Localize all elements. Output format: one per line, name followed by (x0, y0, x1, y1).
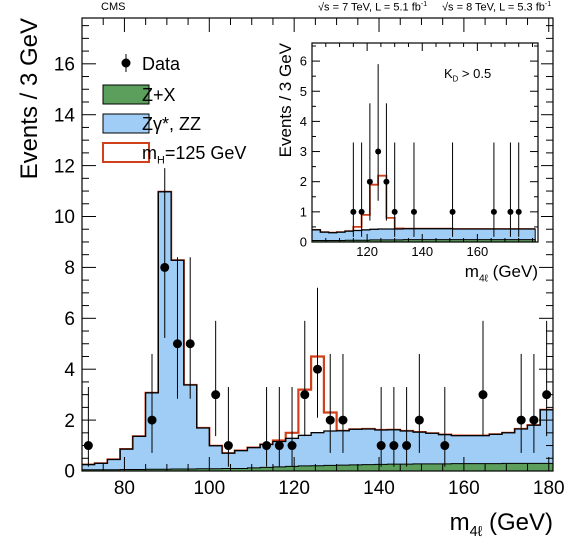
legend-zz-swatch (102, 113, 150, 134)
main-data-point (338, 415, 348, 425)
main-y-tick-label: 14 (54, 105, 76, 126)
main-x-tick-label: 120 (278, 478, 310, 499)
main-frame (81, 17, 554, 472)
inset-plot-area (312, 64, 536, 242)
legend-zx-label: Z+X (142, 85, 176, 105)
inset-y-tick-label: 1 (300, 204, 307, 219)
inset-data-point (449, 208, 456, 215)
main-x-tick-label: 180 (533, 478, 565, 499)
inset-data-point (375, 148, 382, 155)
main-data-point (440, 441, 450, 451)
main-data-point (313, 364, 322, 374)
main-x-axis-title: m4ℓ (GeV) (450, 509, 553, 540)
main-data-point (414, 415, 424, 425)
main-y-tick-label: 12 (54, 156, 75, 177)
inset-x-axis-title: m4ℓ (GeV) (465, 262, 538, 284)
inset-frame (311, 42, 539, 243)
legend-higgs-swatch (102, 142, 150, 163)
inset-data-point (515, 208, 522, 215)
inset-data-point (350, 208, 357, 215)
experiment-label: CMS (101, 1, 126, 13)
run1-exponent: -1 (420, 1, 428, 8)
main-data-point (185, 339, 195, 349)
main-data-point (274, 441, 284, 451)
inset-y-tick-label: 2 (300, 174, 307, 189)
main-y-tick-label: 2 (64, 411, 75, 432)
main-data-point (402, 441, 412, 451)
inset-y-axis-title: Events / 3 GeV (276, 42, 295, 157)
main-data-point (223, 441, 233, 451)
main-y-tick-label: 10 (54, 207, 75, 228)
inset-y-tick-label: 0 (300, 235, 307, 250)
run2-energy: √s = 8 TeV, L = 5.3 fb (442, 1, 545, 14)
run1-label: √s = 7 TeV, L = 5.1 fb-1 (318, 1, 427, 14)
inset-zz-outline (312, 228, 536, 234)
main-data-point (478, 390, 488, 400)
inset-data-point (366, 178, 373, 185)
inset-data-point (507, 208, 514, 215)
main-data-point (287, 441, 297, 451)
main-y-tick-label: 8 (64, 258, 75, 279)
main-x-tick-label: 140 (363, 478, 395, 499)
main-x-tick-label: 100 (193, 478, 225, 499)
main-data-point (389, 441, 399, 451)
inset-x-tick-label: 140 (411, 244, 433, 259)
main-data-point (325, 415, 335, 425)
main-data-point (160, 262, 170, 272)
main-data-point (300, 390, 310, 400)
inset-kd-annotation: KD > 0.5 (444, 66, 491, 83)
inset-x-tick-label: 160 (467, 244, 489, 259)
main-y-tick-label: 16 (54, 54, 75, 75)
main-x-tick-label: 160 (448, 478, 480, 499)
legend-zx-swatch (102, 84, 150, 105)
main-data-point (147, 415, 157, 425)
legend-data-marker (121, 58, 131, 68)
main-plot-area (82, 168, 553, 471)
run1-energy: √s = 7 TeV, L = 5.1 fb (318, 1, 421, 14)
inset-data-point (391, 208, 398, 215)
inset-y-tick-label: 6 (300, 54, 307, 69)
inset-y-tick-label: 3 (300, 144, 307, 159)
inset-data-point (358, 208, 365, 215)
legend-higgs-label: mH=125 GeV (142, 143, 246, 167)
main-y-tick-label: 4 (64, 360, 75, 381)
inset-y-tick-label: 5 (300, 84, 307, 99)
run2-label: √s = 8 TeV, L = 5.3 fb-1 (442, 1, 551, 14)
main-x-tick-label: 80 (114, 478, 135, 499)
inset-plot-group: 120 140 160 0 1 2 3 4 5 6 m4ℓ (GeV) Events / 3 GeV (276, 42, 539, 284)
inset-y-tick-label: 4 (300, 114, 307, 129)
main-data-point (516, 415, 526, 425)
legend: Data Z+X Zγ*, ZZ mH=125 GeV (102, 54, 246, 167)
inset-data-point (383, 178, 390, 185)
main-y-tick-label: 6 (64, 309, 75, 330)
inset-zx-background-area (312, 239, 536, 242)
inset-data-point (490, 208, 497, 215)
inset-data-point (410, 208, 417, 215)
main-y-tick-label: 0 (64, 462, 75, 483)
legend-zz-label: Zγ*, ZZ (142, 114, 201, 134)
legend-data-label: Data (142, 54, 181, 74)
run2-exponent: -1 (544, 1, 552, 8)
inset-x-tick-label: 120 (356, 244, 378, 259)
main-data-point (262, 441, 272, 451)
inset-background (309, 40, 541, 244)
main-data-point (529, 415, 539, 425)
main-y-axis-title: Events / 3 GeV (16, 18, 43, 179)
main-data-point (211, 390, 221, 400)
main-data-point (376, 441, 386, 451)
main-data-point (172, 339, 182, 349)
main-zz-outline (82, 191, 553, 466)
